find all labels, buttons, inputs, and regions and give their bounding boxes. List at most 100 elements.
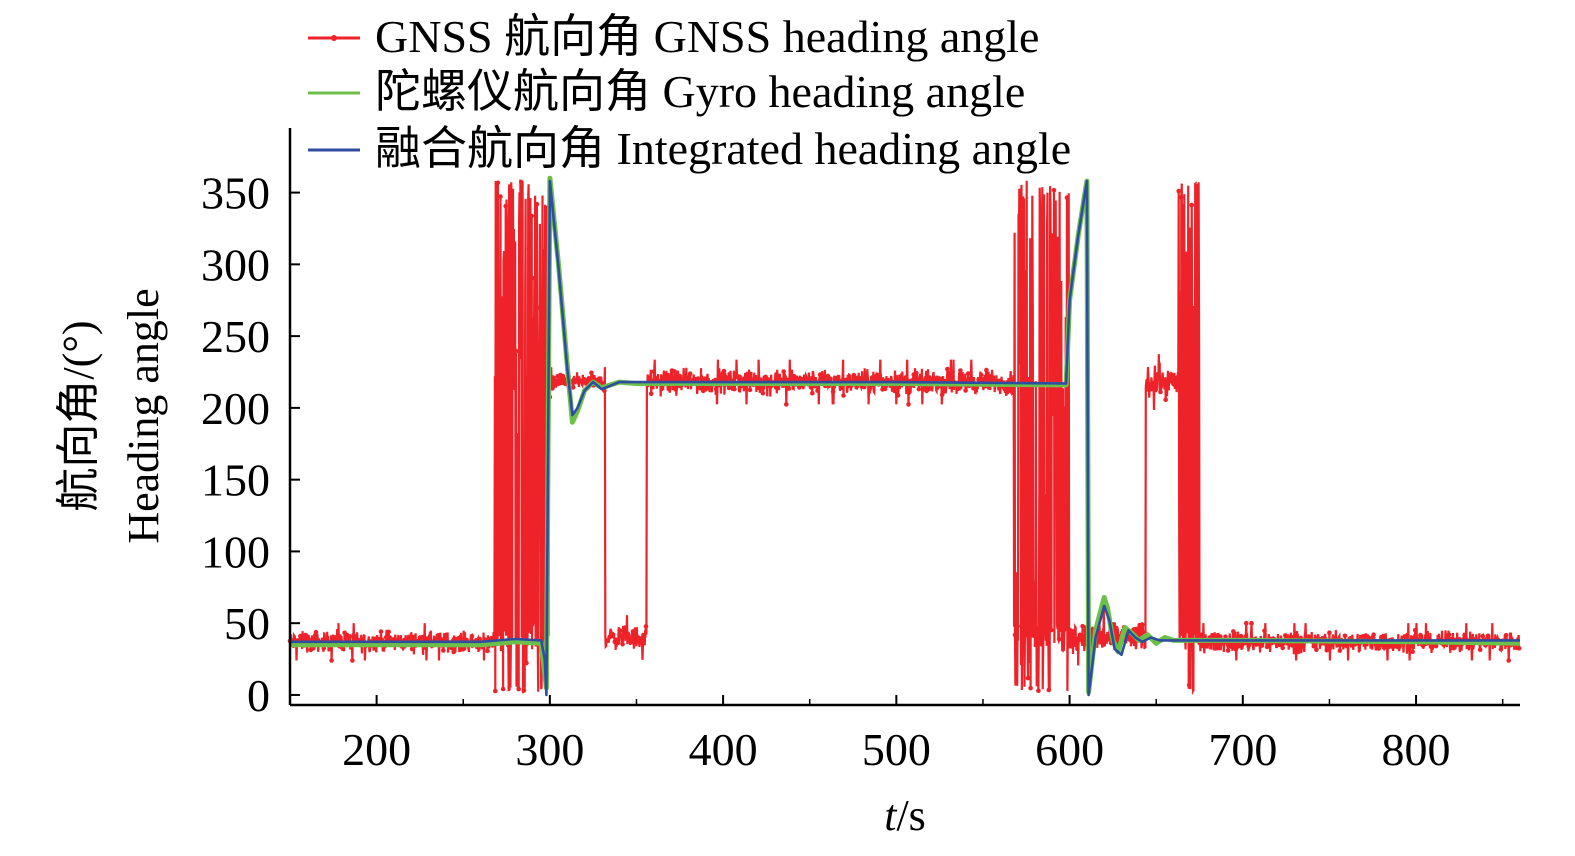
x-tick-label: 500: [862, 724, 931, 775]
data-point-gnss: [1327, 630, 1332, 635]
data-point-gnss: [347, 634, 353, 639]
data-point-gnss: [1020, 251, 1026, 257]
data-point-gnss: [1420, 643, 1426, 648]
x-tick-label: 700: [1208, 724, 1277, 775]
data-point-gnss: [955, 386, 961, 392]
series-line-gyro: [290, 175, 1521, 695]
data-point-gnss: [828, 376, 833, 382]
data-point-gnss: [1228, 644, 1233, 649]
data-point-gnss: [469, 633, 475, 639]
legend-item-gyro: 陀螺仪航向角 Gyro heading angle: [308, 66, 1025, 117]
data-point-gnss: [1405, 632, 1410, 638]
data-point-gnss: [1342, 633, 1348, 639]
data-point-gnss: [1186, 682, 1192, 688]
data-point-gnss: [1412, 628, 1418, 633]
data-point-gnss: [1397, 644, 1402, 649]
data-point-gnss: [786, 386, 792, 391]
data-point-gnss: [732, 386, 737, 392]
x-tick-label: 300: [515, 724, 584, 775]
data-point-gnss: [386, 629, 392, 635]
data-point-gnss: [513, 348, 519, 354]
data-point-gnss: [1028, 685, 1033, 691]
data-point-gnss: [1192, 305, 1197, 311]
data-point-gnss: [1145, 378, 1150, 384]
data-point-gnss: [516, 686, 521, 692]
data-point-gnss: [719, 373, 724, 379]
data-point-gnss: [1189, 202, 1194, 208]
data-point-gnss: [963, 388, 968, 393]
data-point-gnss: [971, 386, 976, 391]
data-point-gnss: [1259, 643, 1265, 648]
data-point-gnss: [976, 377, 981, 383]
data-point-gnss: [648, 391, 654, 397]
data-point-gnss: [1046, 687, 1052, 693]
data-point-gnss: [747, 387, 753, 393]
data-point-gnss: [1407, 644, 1413, 649]
data-point-gnss: [1371, 632, 1376, 637]
data-point-gnss: [630, 629, 636, 634]
data-point-gnss: [1311, 643, 1317, 649]
legend-marker-gnss: [331, 35, 337, 41]
data-point-gnss: [794, 377, 799, 382]
data-point-gnss: [586, 376, 592, 381]
data-point-gnss: [1010, 390, 1015, 396]
data-point-gnss: [1012, 632, 1018, 638]
data-point-gnss: [617, 628, 623, 633]
series-gnss: [287, 179, 1522, 696]
data-point-gnss: [1160, 381, 1166, 386]
data-point-gnss: [495, 180, 501, 186]
data-point-gnss: [1451, 645, 1457, 651]
data-point-gnss: [968, 376, 974, 382]
data-point-gnss: [1306, 634, 1311, 639]
data-point-gnss: [1129, 639, 1135, 644]
series-gyro: [290, 175, 1521, 695]
data-point-gnss: [960, 376, 966, 382]
data-point-gnss: [625, 631, 631, 636]
data-point-gnss: [532, 275, 537, 281]
data-point-gnss: [1155, 371, 1161, 377]
data-point-gnss: [1249, 620, 1254, 626]
data-point-gnss: [1054, 246, 1059, 252]
data-point-gnss: [1194, 263, 1200, 269]
data-point-gnss: [1080, 623, 1085, 629]
data-point-gnss: [882, 386, 888, 392]
data-point-gnss: [1262, 628, 1267, 633]
data-point-gnss: [1072, 642, 1078, 647]
y-tick-label: 250: [201, 311, 270, 362]
data-point-gnss: [1244, 620, 1249, 626]
data-point-gnss: [456, 635, 462, 641]
data-point-gnss: [721, 368, 727, 374]
data-point-gnss: [1059, 623, 1065, 628]
data-point-gnss: [947, 370, 953, 376]
legend: GNSS 航向角 GNSS heading angle 陀螺仪航向角 Gyro …: [308, 11, 1071, 174]
data-point-gnss: [1462, 632, 1467, 638]
data-point-gnss: [1446, 632, 1452, 637]
legend-item-gnss: GNSS 航向角 GNSS heading angle: [308, 11, 1039, 62]
data-point-gnss: [441, 648, 446, 653]
data-point-gnss: [687, 371, 693, 377]
data-point-gnss: [589, 370, 594, 376]
y-axis-title-cn: 航向角/(°): [54, 320, 103, 511]
data-point-gnss: [570, 385, 576, 390]
data-point-gnss: [797, 385, 802, 390]
series-integrated: [290, 179, 1520, 697]
data-point-gnss: [1376, 646, 1382, 651]
series-layer: [287, 175, 1522, 697]
data-point-gnss: [815, 388, 820, 393]
data-point-gnss: [609, 633, 615, 639]
y-tick-label: 350: [201, 168, 270, 219]
y-tick-label: 150: [201, 455, 270, 506]
x-tick-label: 600: [1035, 724, 1104, 775]
data-point-gnss: [1015, 623, 1020, 629]
data-point-gnss: [1418, 632, 1423, 638]
data-point-gnss: [1017, 360, 1023, 365]
data-point-gnss: [817, 372, 823, 377]
data-point-gnss: [682, 373, 688, 379]
series-line-gnss: [289, 179, 1521, 696]
data-point-gnss: [1264, 644, 1270, 650]
data-point-gnss: [841, 393, 846, 398]
data-point-gnss: [1043, 494, 1049, 499]
data-point-gnss: [560, 373, 566, 379]
data-point-gnss: [1106, 637, 1111, 642]
data-point-gnss: [1480, 633, 1486, 639]
